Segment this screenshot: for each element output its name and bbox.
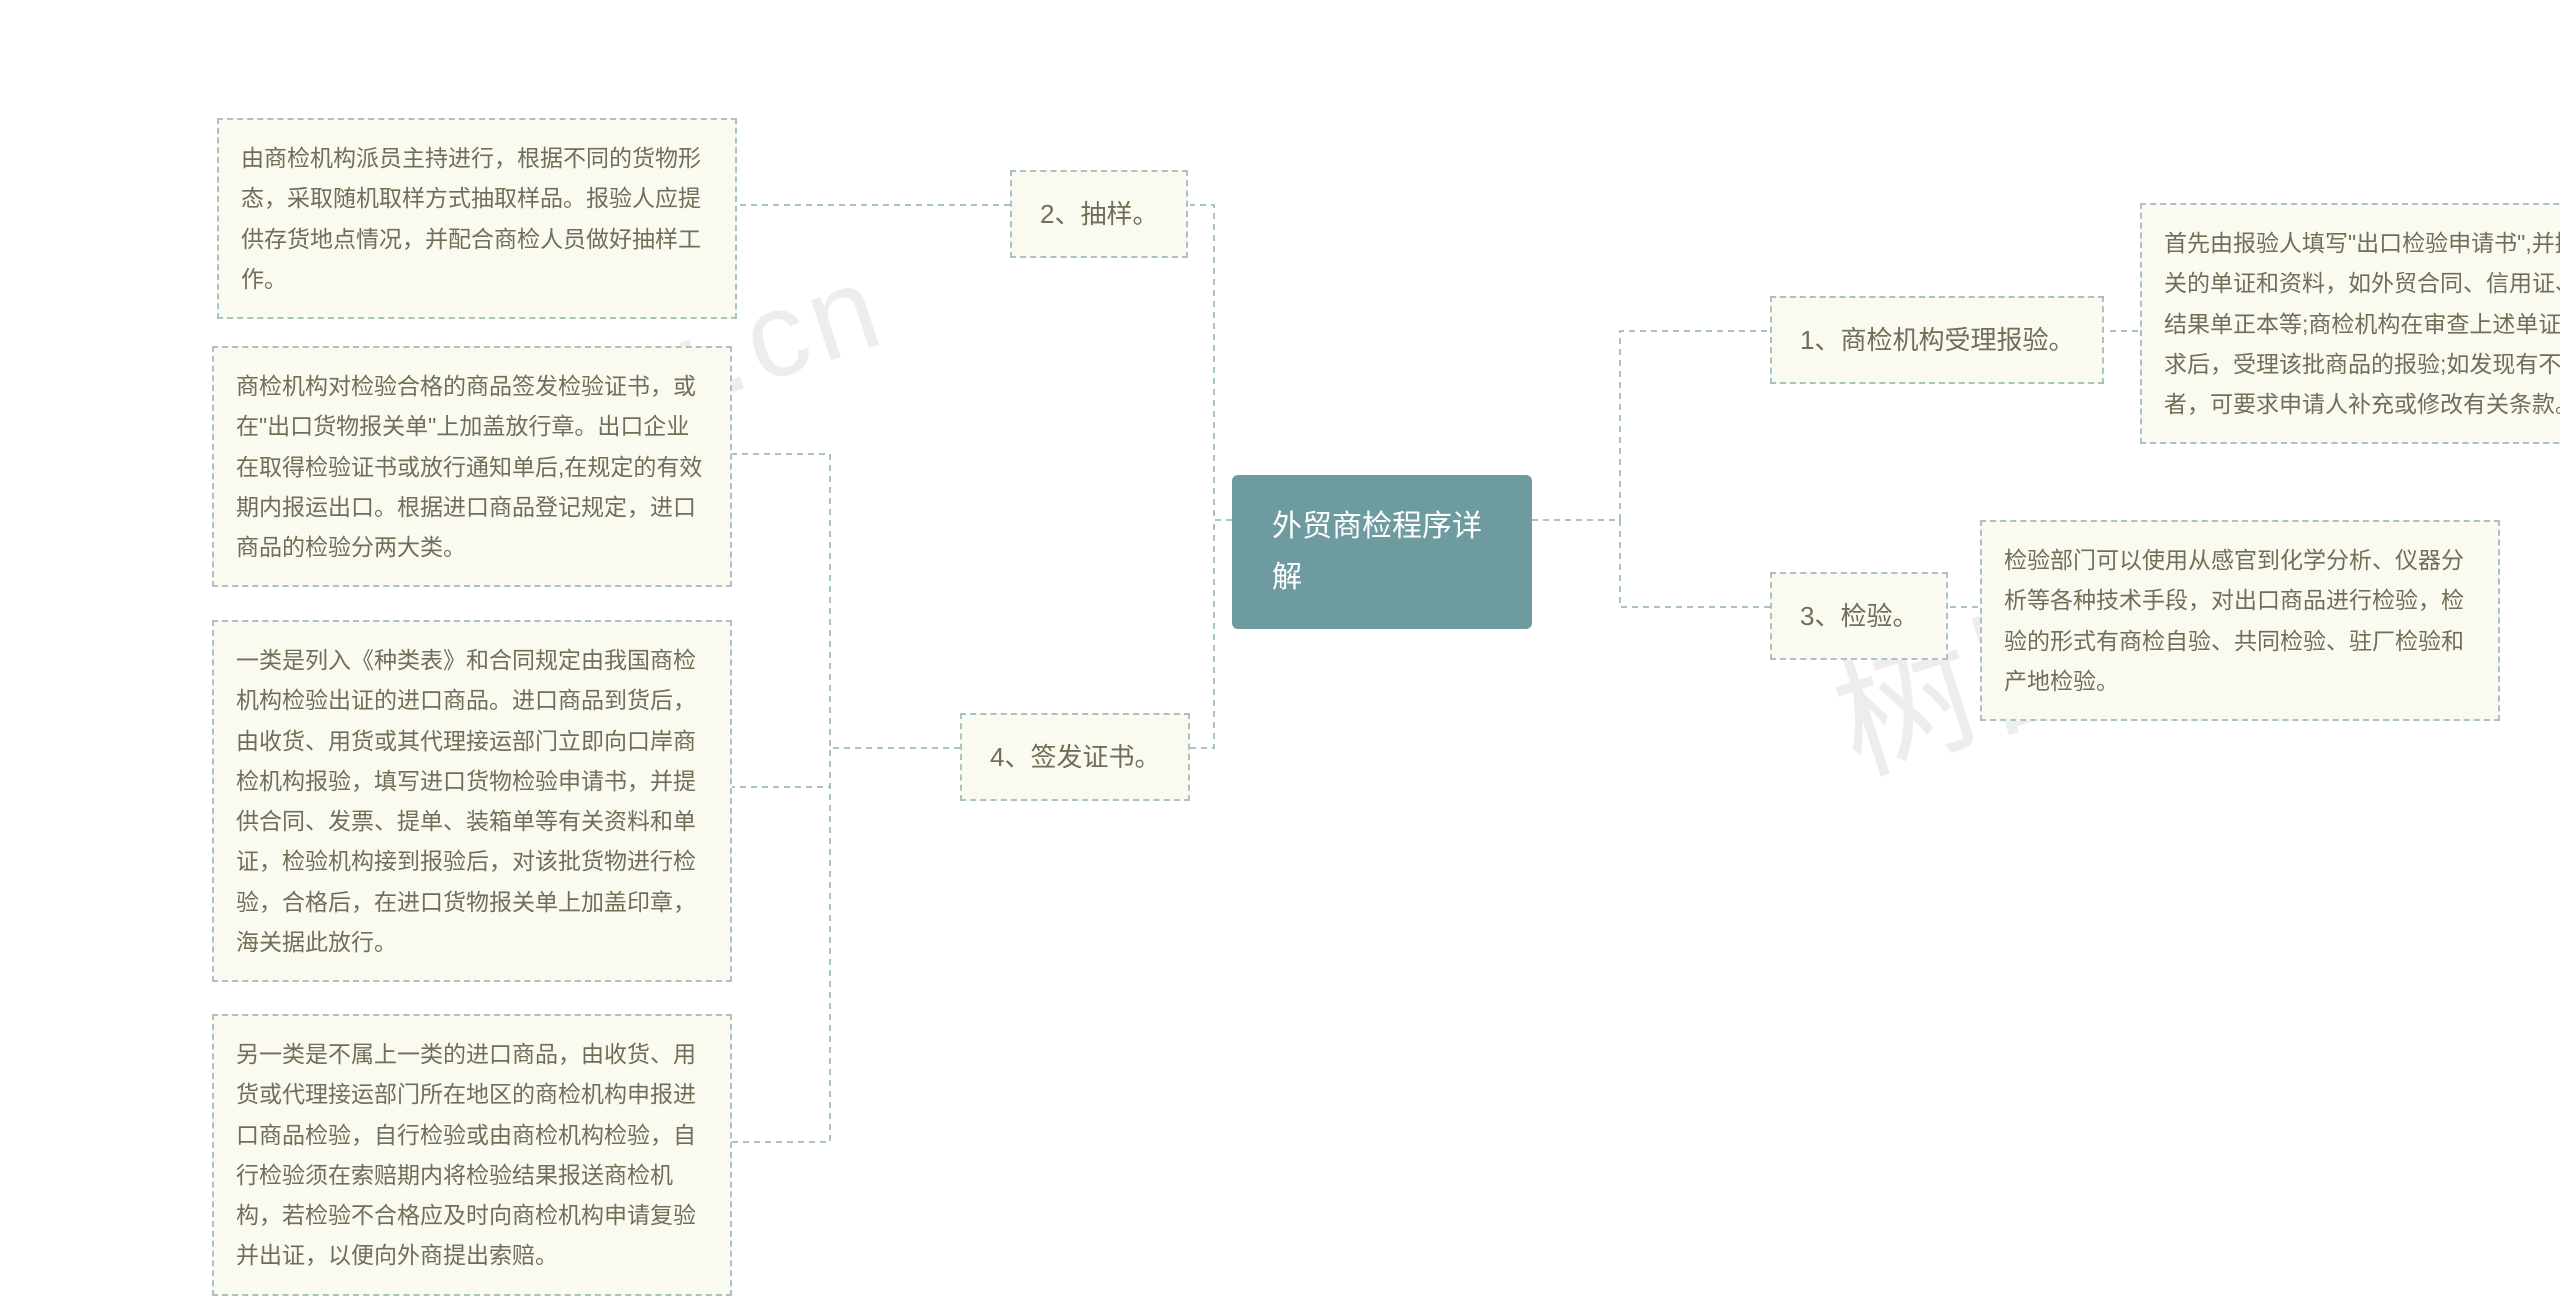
branch-2-leaf-1[interactable]: 由商检机构派员主持进行，根据不同的货物形态，采取随机取样方式抽取样品。报验人应提…: [217, 118, 737, 319]
conn-center-b1: [1532, 331, 1770, 520]
center-node[interactable]: 外贸商检程序详解: [1232, 475, 1532, 629]
conn-b4-leaf1: [732, 454, 960, 748]
branch-1-leaf-1[interactable]: 首先由报验人填写"出口检验申请书",并提供有关的单证和资料，如外贸合同、信用证、…: [2140, 203, 2560, 444]
branch-3-leaf-1[interactable]: 检验部门可以使用从感官到化学分析、仪器分析等各种技术手段，对出口商品进行检验，检…: [1980, 520, 2500, 721]
conn-center-b4: [1184, 520, 1232, 748]
branch-2[interactable]: 2、抽样。: [1010, 170, 1188, 258]
branch-4[interactable]: 4、签发证书。: [960, 713, 1190, 801]
branch-4-leaf-3[interactable]: 另一类是不属上一类的进口商品，由收货、用货或代理接运部门所在地区的商检机构申报进…: [212, 1014, 732, 1296]
conn-center-b2: [1190, 205, 1232, 520]
branch-4-leaf-1[interactable]: 商检机构对检验合格的商品签发检验证书，或在"出口货物报关单"上加盖放行章。出口企…: [212, 346, 732, 587]
branch-3[interactable]: 3、检验。: [1770, 572, 1948, 660]
conn-center-b3: [1532, 520, 1770, 607]
branch-4-leaf-2[interactable]: 一类是列入《种类表》和合同规定由我国商检机构检验出证的进口商品。进口商品到货后，…: [212, 620, 732, 982]
conn-b4-leaf2: [732, 748, 960, 787]
branch-1[interactable]: 1、商检机构受理报验。: [1770, 296, 2104, 384]
conn-b4-leaf3: [732, 748, 960, 1142]
